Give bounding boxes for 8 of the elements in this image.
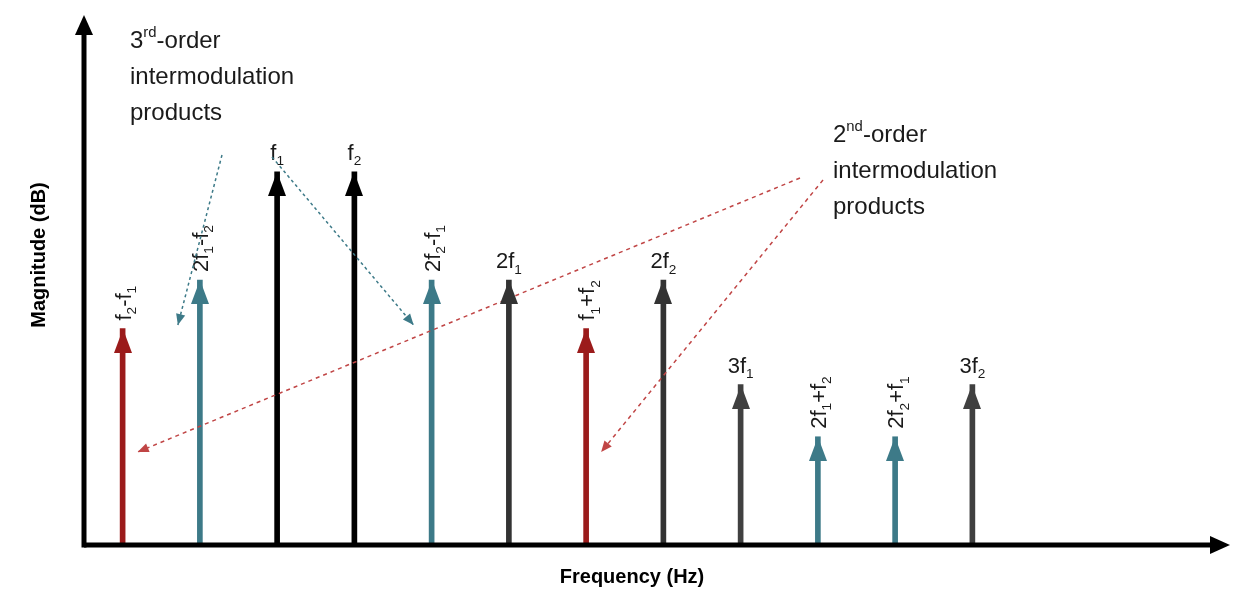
x-axis-title: Frequency (Hz) [559,564,705,587]
annotation: 2f2+f1 [883,376,912,429]
annotation: 2f1-f2 [187,225,217,272]
annotation: f1+f2 [574,280,603,321]
y-axis-title: Magnitude (dB) [26,182,49,328]
annotation: 2f2-f1 [419,225,449,272]
annotation: 2f1+f2 [805,376,835,429]
annotation: f2-f1 [110,285,140,321]
